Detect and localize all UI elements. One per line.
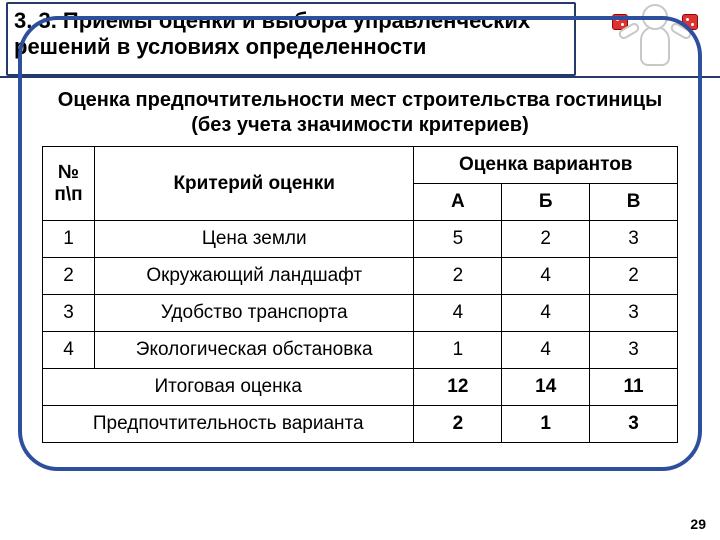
col-header-variant: В	[590, 184, 678, 221]
cell-value: 4	[502, 332, 590, 369]
evaluation-table: № п\п Критерий оценки Оценка вариантов А…	[42, 146, 678, 443]
table-row-total: Итоговая оценка 12 14 11	[43, 369, 678, 406]
cell-value: 2	[590, 258, 678, 295]
slide-root: 3. 3. Приемы оценки и выбора управленчес…	[0, 0, 720, 540]
cell-value: 4	[414, 295, 502, 332]
cell-number: 2	[43, 258, 95, 295]
cell-total-value: 12	[414, 369, 502, 406]
cell-preference-value: 2	[414, 406, 502, 443]
cell-total-label: Итоговая оценка	[43, 369, 414, 406]
cell-value: 2	[502, 221, 590, 258]
table-header-row-1: № п\п Критерий оценки Оценка вариантов	[43, 147, 678, 184]
table-row: 2 Окружающий ландшафт 2 4 2	[43, 258, 678, 295]
cell-total-value: 14	[502, 369, 590, 406]
cell-value: 4	[502, 258, 590, 295]
cell-value: 4	[502, 295, 590, 332]
cell-value: 3	[590, 332, 678, 369]
col-header-variant: А	[414, 184, 502, 221]
evaluation-table-container: № п\п Критерий оценки Оценка вариантов А…	[42, 146, 678, 443]
cell-value: 1	[414, 332, 502, 369]
table-row: 3 Удобство транспорта 4 4 3	[43, 295, 678, 332]
cell-criterion: Окружающий ландшафт	[94, 258, 413, 295]
cell-number: 4	[43, 332, 95, 369]
cell-total-value: 11	[590, 369, 678, 406]
cell-value: 3	[590, 221, 678, 258]
table-row: 1 Цена земли 5 2 3	[43, 221, 678, 258]
col-header-variants-group: Оценка вариантов	[414, 147, 678, 184]
cell-number: 3	[43, 295, 95, 332]
page-number: 29	[690, 516, 706, 532]
cell-number: 1	[43, 221, 95, 258]
cell-criterion: Удобство транспорта	[94, 295, 413, 332]
cell-criterion: Экологическая обстановка	[94, 332, 413, 369]
cell-preference-value: 1	[502, 406, 590, 443]
cell-preference-label: Предпочтительность варианта	[43, 406, 414, 443]
table-row-preference: Предпочтительность варианта 2 1 3	[43, 406, 678, 443]
cell-value: 2	[414, 258, 502, 295]
cell-preference-value: 3	[590, 406, 678, 443]
col-header-criterion: Критерий оценки	[94, 147, 413, 221]
col-header-number: № п\п	[43, 147, 95, 221]
cell-criterion: Цена земли	[94, 221, 413, 258]
cell-value: 3	[590, 295, 678, 332]
table-row: 4 Экологическая обстановка 1 4 3	[43, 332, 678, 369]
col-header-variant: Б	[502, 184, 590, 221]
cell-value: 5	[414, 221, 502, 258]
